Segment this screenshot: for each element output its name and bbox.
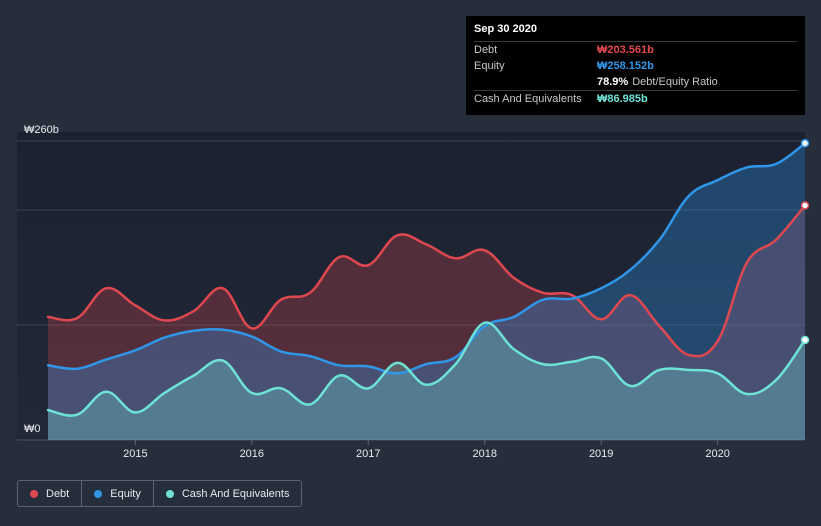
equity-end-marker — [800, 139, 810, 148]
tooltip-debt-label: Debt — [474, 44, 498, 56]
debt-line — [46, 204, 807, 358]
x-tick-label: 2018 — [472, 448, 496, 460]
tooltip-row-debt: Debt ₩203.561b — [474, 41, 797, 58]
tooltip-row-equity: Equity ₩258.152b — [474, 58, 797, 74]
tooltip-equity-value: ₩258.152b — [597, 60, 654, 72]
tooltip-date: Sep 30 2020 — [474, 23, 537, 35]
tooltip-ratio-label: Debt/Equity Ratio — [632, 76, 718, 88]
tooltip-ratio-value: 78.9% — [597, 76, 629, 88]
tooltip-row-ratio: 78.9% Debt/Equity Ratio — [474, 74, 797, 90]
legend-equity-label: Equity — [110, 487, 141, 500]
tooltip-equity-label: Equity — [474, 60, 505, 72]
tooltip-row-cash: Cash And Equivalents ₩86.985b — [474, 90, 797, 107]
debt-area — [48, 205, 805, 440]
series-lines — [46, 142, 807, 417]
x-tick-label: 2019 — [589, 448, 613, 460]
y-axis: ₩260b ₩0 — [24, 124, 59, 435]
series-areas — [48, 143, 805, 441]
legend-cash-dot-icon — [165, 489, 174, 498]
legend-item-equity[interactable]: Equity — [82, 481, 154, 506]
legend-cash-label: Cash And Equivalents — [181, 487, 290, 500]
tooltip-panel: Sep 30 2020 Debt ₩203.561b Equity ₩258.1… — [466, 16, 805, 115]
legend-item-debt[interactable]: Debt — [18, 481, 83, 506]
cash-area — [48, 322, 805, 440]
debt-end-marker — [800, 201, 810, 210]
plot-background — [17, 132, 805, 440]
equity-line — [46, 142, 807, 375]
series-end-markers — [800, 139, 810, 345]
cash-line — [46, 321, 807, 417]
tooltip-debt-value: ₩203.561b — [597, 44, 654, 56]
legend-debt-label: Debt — [46, 487, 70, 500]
gridlines — [17, 140, 805, 441]
legend-item-cash[interactable]: Cash And Equivalents — [154, 481, 302, 506]
x-tick-label: 2015 — [123, 448, 147, 460]
legend-debt-dot-icon — [30, 489, 38, 498]
equity-area — [48, 143, 805, 441]
tooltip-cash-value: ₩86.985b — [597, 93, 648, 105]
x-tick-label: 2016 — [240, 448, 264, 460]
x-axis: 2015 2016 2017 2018 2019 2020 — [123, 440, 730, 460]
cash-end-marker — [800, 335, 810, 345]
y-tick-label: ₩0 — [24, 423, 41, 435]
tooltip-cash-label: Cash And Equivalents — [474, 93, 582, 105]
x-tick-label: 2017 — [356, 448, 380, 460]
chart-legend: Debt Equity Cash And Equivalents — [17, 480, 303, 507]
legend-equity-dot-icon — [94, 489, 103, 498]
x-tick-label: 2020 — [705, 448, 729, 460]
y-tick-label: ₩260b — [24, 124, 59, 136]
